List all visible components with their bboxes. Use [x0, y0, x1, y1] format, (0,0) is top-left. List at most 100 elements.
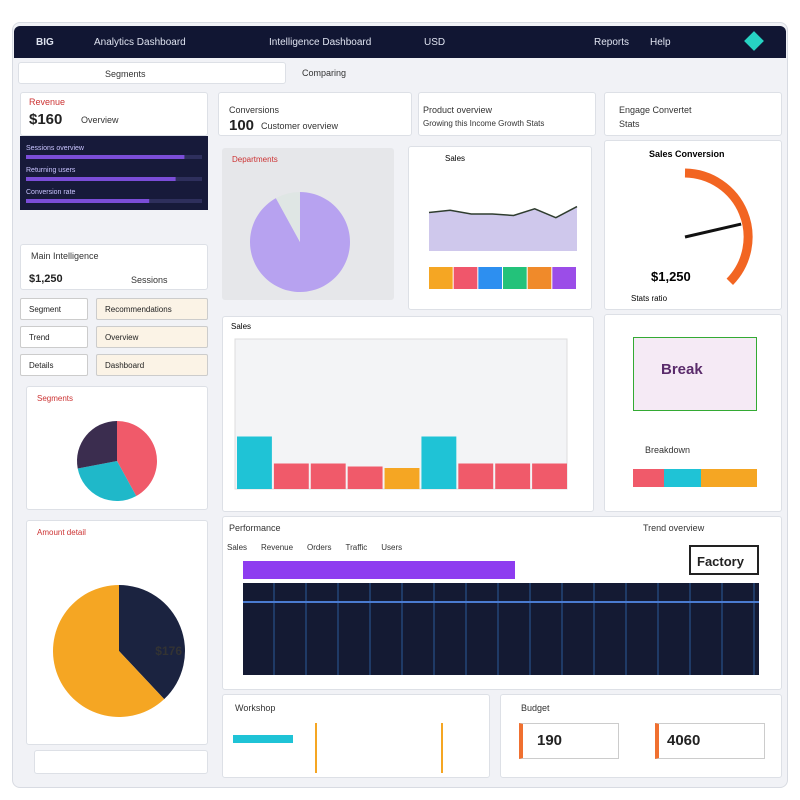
kpi-card: Conversions 100 Customer overview [218, 92, 412, 136]
legend-strip [633, 469, 757, 487]
nav-item[interactable]: Intelligence Dashboard [269, 37, 372, 48]
line-panel: Sales [408, 146, 592, 310]
kpi-card: Revenue $160 Overview [20, 92, 208, 136]
gauge-note: Stats ratio [631, 294, 668, 303]
logo-icon [744, 31, 764, 51]
tab-label: Segments [105, 69, 146, 79]
summary-title: Main Intelligence [31, 251, 99, 261]
button[interactable]: Segment [20, 298, 88, 320]
bar-chart: Sales [231, 322, 568, 490]
summary-card: Main Intelligence $1,250 Sessions [20, 244, 208, 290]
pie-panel: Segments [26, 386, 208, 510]
color-block [478, 267, 502, 289]
table-title: Breakdown [645, 445, 691, 455]
progress-label: Returning users [26, 167, 76, 174]
nav-item[interactable]: USD [424, 37, 446, 48]
pie-slice [77, 461, 137, 501]
bottom-title: Workshop [235, 703, 276, 713]
gauge-needle [684, 222, 742, 239]
kpi-label: Engage Convertet [619, 105, 692, 115]
line-chart: Sales [428, 154, 578, 289]
bar [384, 468, 420, 489]
bottom-card: Budget 190 4060 [500, 694, 782, 778]
tab-label[interactable]: Comparing [302, 68, 347, 78]
kpi-note: Customer overview [261, 121, 339, 131]
button[interactable]: Recommendations [96, 298, 208, 320]
bar [273, 463, 309, 489]
dark-tab[interactable]: Users [381, 543, 403, 552]
value-box: 190 [519, 723, 619, 759]
pie-slice [119, 585, 185, 700]
gauge-panel: Sales Conversion $1,250 Stats ratio [604, 140, 782, 310]
color-block [429, 267, 453, 289]
bar [347, 466, 383, 489]
pie-slice [53, 585, 165, 717]
gauge-chart: Sales Conversion $1,250 Stats ratio [631, 149, 753, 303]
dark-tab[interactable]: Revenue [261, 543, 294, 552]
tab[interactable]: Segments [18, 62, 286, 84]
progress-bar [26, 177, 176, 181]
kpi-value: $160 [29, 111, 63, 128]
progress-label: Sessions overview [26, 145, 85, 152]
pie-label: $176 [155, 644, 182, 658]
button[interactable]: Trend [20, 326, 88, 348]
range-box [315, 723, 443, 773]
pie-slice [117, 421, 157, 497]
panel-title: Performance [229, 523, 281, 533]
pie-slice [275, 192, 300, 242]
line [428, 205, 578, 219]
kpi-note: Stats [619, 119, 640, 129]
nav-item[interactable]: Help [650, 37, 671, 48]
brand: BIG [36, 37, 54, 48]
dark-area [243, 583, 759, 675]
legend-bar [233, 735, 293, 743]
pie-panel: Departments [222, 148, 394, 300]
dark-tab[interactable]: Traffic [345, 543, 368, 552]
dark-tab[interactable]: Sales [227, 543, 248, 552]
nav-item[interactable]: Reports [594, 37, 630, 48]
table-panel: Break Breakdown [604, 314, 782, 512]
bar-panel: Sales [222, 316, 594, 512]
bottom-value: 190 [537, 732, 563, 749]
kpi-label: Product overview [423, 105, 493, 115]
color-block [552, 267, 576, 289]
progress-label: Conversion rate [26, 189, 76, 196]
gauge-label: $1,250 [651, 269, 691, 284]
trend-line [243, 601, 759, 603]
chart-title: Sales Conversion [649, 149, 725, 159]
chart-title: Departments [232, 155, 278, 164]
bar [458, 463, 494, 489]
area-fill [429, 206, 577, 251]
progress-bar [26, 155, 185, 159]
nav-item[interactable]: Analytics Dashboard [94, 37, 186, 48]
button[interactable]: Dashboard [96, 354, 208, 376]
pie-chart: Departments [232, 155, 350, 292]
button[interactable]: Overview [96, 326, 208, 348]
table-cell: Break [661, 361, 703, 378]
kpi-card: Product overview Growing this Income Gro… [418, 92, 596, 136]
kpi-card: Engage Convertet Stats [604, 92, 782, 136]
bar [421, 436, 457, 489]
footer-card [34, 750, 208, 774]
color-block [503, 267, 527, 289]
color-block [527, 267, 552, 289]
bar [237, 436, 272, 489]
kpi-note: Overview [81, 115, 119, 125]
button[interactable]: Details [20, 354, 88, 376]
dark-tab[interactable]: Orders [307, 543, 332, 552]
pie-slice [77, 421, 117, 469]
bottom-title: Budget [521, 703, 550, 713]
dark-tabs: Sales Revenue Orders Traffic Users [227, 543, 416, 552]
highlight-bar [243, 561, 515, 579]
kpi-note: Growing this Income Growth Stats [423, 119, 545, 128]
pie-chart: Amount detail $176 [37, 528, 185, 717]
chart-title: Amount detail [37, 528, 86, 537]
color-block [453, 267, 478, 289]
gauge-track [684, 168, 753, 285]
progress-panel: Sessions overview Returning users Conversi… [20, 136, 208, 210]
badge-label: Factory [697, 554, 744, 569]
dark-panel: Performance Trend overview Sales Revenue O… [222, 516, 782, 690]
bottom-value: 4060 [667, 732, 701, 749]
progress-bar [26, 199, 150, 203]
panel-legend: Trend overview [643, 523, 705, 533]
